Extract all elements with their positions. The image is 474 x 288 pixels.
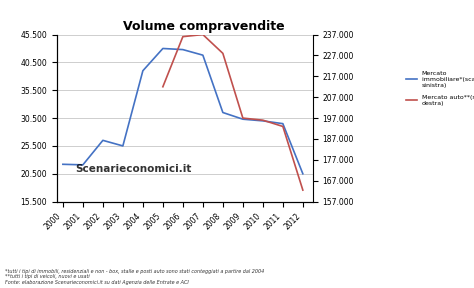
Legend: Mercato
immobiliare*(scala di
sinistra), Mercato auto**(scala di
destra): Mercato immobiliare*(scala di sinistra),… xyxy=(406,71,474,106)
Text: *tutti i tipi di immobili, residenziali e non - box, stalle e posti auto sono st: *tutti i tipi di immobili, residenziali … xyxy=(5,268,264,285)
Text: Volume compravendite: Volume compravendite xyxy=(123,20,284,33)
Text: Scenarieconomici.it: Scenarieconomici.it xyxy=(75,164,191,174)
